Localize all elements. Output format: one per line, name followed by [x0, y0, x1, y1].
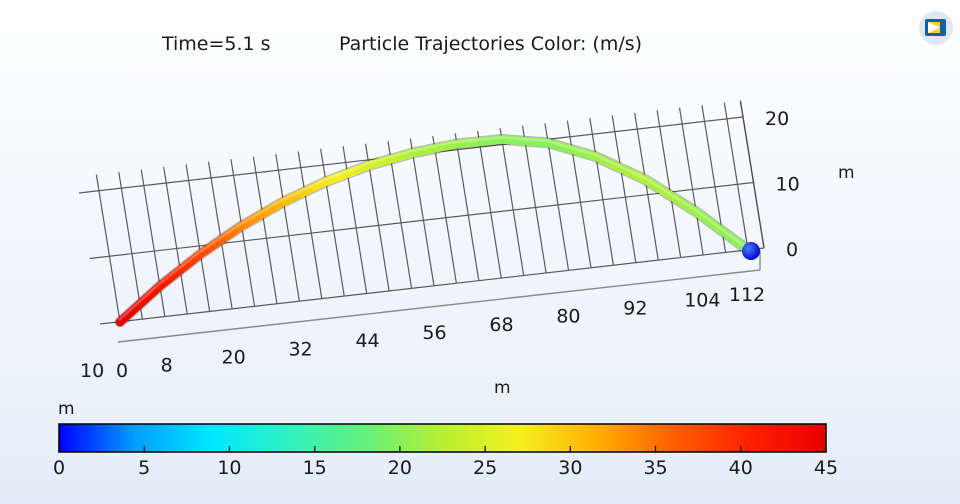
grid-vline	[163, 166, 188, 315]
z-tick-label: 20	[765, 108, 789, 130]
grid-vline	[320, 148, 345, 297]
x-tick-label: 8	[161, 355, 173, 377]
z-axis-label: m	[838, 163, 855, 183]
x-tick-label: 92	[623, 298, 647, 320]
grid-vline	[297, 151, 323, 299]
y-axis-tick-label: 10	[80, 360, 104, 382]
x-tick-label: 56	[422, 322, 446, 344]
particle-marker	[742, 242, 760, 260]
grid-vline	[252, 156, 278, 305]
colorbar-tick-label: 20	[388, 457, 412, 479]
colorbar-tick-label: 10	[217, 457, 241, 479]
grid-vline	[118, 171, 144, 320]
colorbar-tick-label: 15	[303, 457, 327, 479]
x-axis-label: m	[494, 378, 511, 398]
colorbar-tick-label: 0	[53, 457, 65, 479]
colorbar-tick-label: 5	[138, 457, 150, 479]
x-tick-label: 32	[288, 338, 312, 360]
colorbar-tick-label: 30	[558, 457, 582, 479]
grid-vline	[432, 135, 458, 284]
grid-vline	[477, 130, 502, 279]
colorbar-bar	[58, 423, 827, 453]
x-tick-label: 80	[556, 306, 580, 328]
plot-title: Particle Trajectories Color: (m/s)	[339, 33, 642, 55]
colorbar-tick-label: 25	[473, 457, 497, 479]
colorbar-tick-label: 35	[643, 457, 667, 479]
x-tick-label: 104	[684, 289, 720, 311]
grid-vline	[544, 123, 570, 271]
colorbar-unit-label: m	[58, 399, 75, 419]
z-axis-line	[739, 100, 765, 249]
grid-vline	[611, 115, 637, 263]
grid-hline	[99, 247, 765, 325]
x-axis-ticks: 0 8 20 32 44 56 68 80 92 104 112	[116, 284, 765, 382]
particle-marker-ball	[742, 242, 760, 260]
colorbar-tick-label: 45	[814, 457, 838, 479]
grid-vline	[723, 102, 749, 251]
colorbar: 0 5 10 15 20 25 30 35 40 45	[53, 423, 838, 479]
grid-vline	[499, 128, 525, 276]
z-tick-label: 10	[776, 174, 800, 196]
x-tick-label: 0	[116, 360, 128, 382]
grid-vline	[634, 112, 659, 261]
grid-vline	[454, 133, 480, 281]
grid-vline	[521, 125, 547, 274]
grid-vline	[656, 110, 682, 258]
x-tick-label: 112	[729, 284, 765, 306]
grid-vline	[230, 159, 256, 307]
colorbar-ticks: 0 5 10 15 20 25 30 35 40 45	[53, 446, 838, 479]
trajectory-highlight	[118, 136, 748, 321]
time-label: Time=5.1 s	[161, 33, 271, 55]
app-logo-icon[interactable]	[919, 11, 953, 45]
grid-vline	[566, 120, 592, 269]
grid-vline	[678, 107, 704, 256]
grid-vline	[275, 153, 301, 302]
x-tick-label: 20	[222, 346, 246, 368]
colorbar-tick-label: 40	[729, 457, 753, 479]
axis-grid	[78, 100, 765, 343]
grid-vline	[95, 174, 121, 323]
z-tick-label: 0	[786, 239, 798, 261]
x-tick-label: 68	[489, 314, 513, 336]
grid-vline	[387, 141, 413, 289]
axis-front-edge	[117, 269, 761, 343]
particle-trajectory	[114, 134, 754, 328]
grid-vline	[589, 117, 615, 266]
grid-hline	[89, 181, 754, 260]
x-tick-label: 44	[355, 330, 379, 352]
grid-vline	[185, 164, 211, 312]
grid-vline	[409, 138, 435, 287]
z-axis-ticks: 0 10 20	[765, 108, 800, 261]
grid-vline	[140, 169, 166, 317]
